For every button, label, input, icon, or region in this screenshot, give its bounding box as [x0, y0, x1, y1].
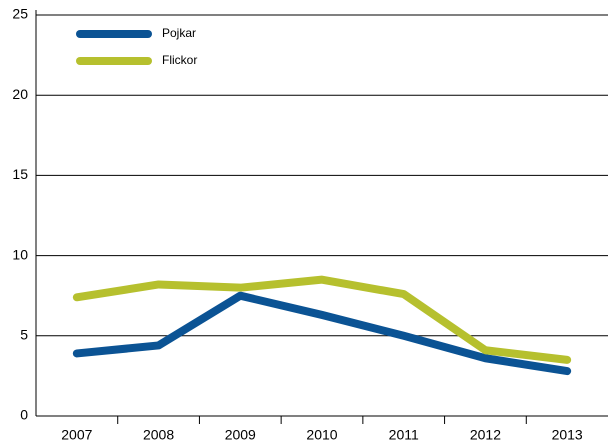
series-line — [72, 291, 572, 376]
x-tick-label: 2010 — [306, 427, 337, 443]
x-tick-label: 2009 — [225, 427, 256, 443]
x-tick-label: 2013 — [552, 427, 583, 443]
x-tick-label: 2011 — [389, 427, 419, 443]
y-tick-label: 20 — [12, 86, 28, 102]
y-tick-label: 5 — [20, 327, 28, 343]
y-tick-label: 25 — [12, 6, 28, 22]
legend-label: Flickor — [162, 53, 197, 67]
series-line — [72, 275, 572, 364]
x-tick-label: 2007 — [61, 427, 92, 443]
y-tick-label: 15 — [12, 166, 28, 182]
y-tick-label: 0 — [20, 407, 28, 423]
legend: Pojkar Flickor — [76, 26, 197, 67]
legend-label: Pojkar — [162, 26, 196, 40]
y-tick-label: 10 — [12, 246, 28, 262]
x-tick-label: 2008 — [143, 427, 174, 443]
x-tick-label: 2012 — [470, 427, 501, 443]
